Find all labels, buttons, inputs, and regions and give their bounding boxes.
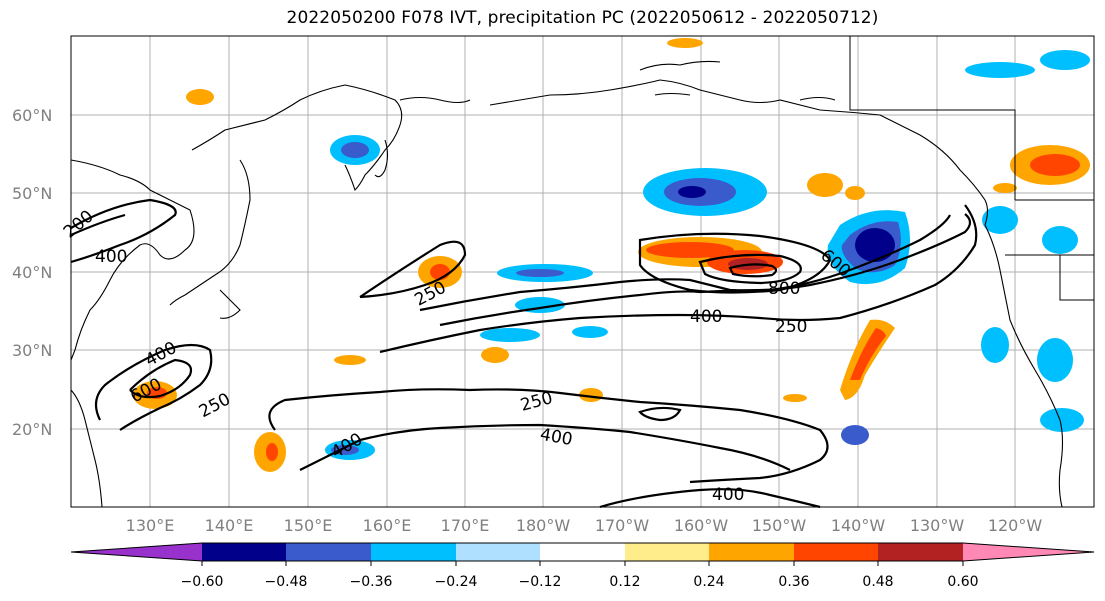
- colorbar-ticks: [201, 561, 964, 566]
- colorbar-swatch: [71, 543, 202, 561]
- lon-axis: 130°E 140°E 150°E 160°E 170°E 180°W 170°…: [126, 516, 1043, 535]
- lon-label: 150°E: [284, 516, 333, 535]
- lon-label: 140°E: [205, 516, 254, 535]
- lon-label: 170°E: [441, 516, 490, 535]
- lon-label: 160°W: [674, 516, 729, 535]
- map-title: 2022050200 F078 IVT, precipitation PC (2…: [286, 8, 879, 28]
- colorbar-swatch: [878, 543, 963, 561]
- lon-label: 120°W: [988, 516, 1043, 535]
- colorbar-swatch: [794, 543, 878, 561]
- colorbar-tick-label: −0.12: [519, 574, 562, 590]
- colorbar-tick-label: −0.60: [181, 574, 224, 590]
- lat-axis: 60°N 50°N 40°N 30°N 20°N: [12, 106, 52, 439]
- colorbar-tick-label: −0.36: [350, 574, 393, 590]
- colorbar-swatches: [70, 542, 1095, 562]
- lon-label: 150°W: [752, 516, 807, 535]
- coastlines: [70, 60, 1064, 508]
- contour-label: 250: [775, 317, 807, 337]
- lon-label: 160°E: [363, 516, 412, 535]
- colorbar-tick-label: −0.48: [265, 574, 308, 590]
- contour-label: 400: [690, 307, 722, 327]
- lon-label: 130°W: [910, 516, 965, 535]
- contour-label: 800: [768, 279, 800, 299]
- lon-label: 130°E: [126, 516, 175, 535]
- colorbar-swatch: [286, 543, 371, 561]
- colorbar: −0.60 −0.48 −0.36 −0.24 −0.12 0.12 0.24 …: [70, 542, 1095, 590]
- precip-shading: [133, 38, 1090, 472]
- colorbar-swatch: [371, 543, 456, 561]
- lat-label: 50°N: [12, 184, 52, 203]
- contour-label: 400: [712, 485, 744, 505]
- lon-label: 170°W: [595, 516, 650, 535]
- boundaries: [849, 36, 1094, 301]
- colorbar-tick-label: 0.36: [778, 574, 809, 590]
- ivt-contours: [70, 198, 978, 509]
- lat-label: 30°N: [12, 341, 52, 360]
- colorbar-tick-label: 0.60: [947, 574, 978, 590]
- colorbar-swatch: [540, 543, 625, 561]
- contour-label: 400: [95, 247, 127, 267]
- lon-label: 140°W: [831, 516, 886, 535]
- colorbar-tick-label: −0.24: [435, 574, 478, 590]
- lat-label: 40°N: [12, 263, 52, 282]
- map-frame: [70, 35, 1095, 508]
- colorbar-swatch: [709, 543, 794, 561]
- colorbar-tick-label: 0.48: [862, 574, 893, 590]
- colorbar-swatch: [625, 543, 709, 561]
- colorbar-swatch: [456, 543, 540, 561]
- lat-label: 60°N: [12, 106, 52, 125]
- lon-label: 180°W: [516, 516, 571, 535]
- colorbar-swatch: [202, 543, 286, 561]
- colorbar-tick-label: 0.12: [609, 574, 640, 590]
- colorbar-swatch: [963, 543, 1094, 561]
- colorbar-tick-label: 0.24: [693, 574, 724, 590]
- lat-label: 20°N: [12, 420, 52, 439]
